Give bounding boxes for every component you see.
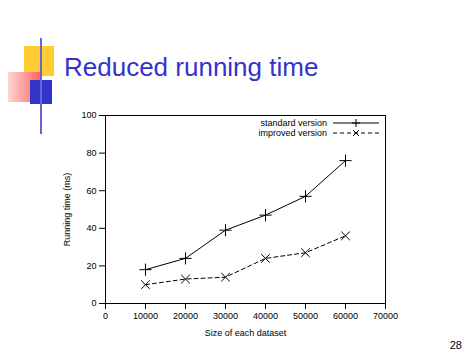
- svg-text:40000: 40000: [253, 311, 278, 321]
- svg-text:20000: 20000: [173, 311, 198, 321]
- svg-text:60000: 60000: [333, 311, 358, 321]
- svg-text:50000: 50000: [293, 311, 318, 321]
- svg-text:0: 0: [103, 311, 108, 321]
- svg-text:10000: 10000: [133, 311, 158, 321]
- html-text:standard version: standard version: [260, 118, 327, 128]
- svg-text:0: 0: [91, 298, 96, 308]
- svg-text:60: 60: [86, 186, 96, 196]
- svg-text:70000: 70000: [373, 311, 398, 321]
- svg-text:30000: 30000: [213, 311, 238, 321]
- svg-text:80: 80: [86, 148, 96, 158]
- html-text:28: 28: [449, 339, 462, 351]
- html-text:Reduced running time: Reduced running time: [64, 52, 319, 82]
- svg-text:100: 100: [81, 110, 96, 120]
- html-text:improved version: improved version: [258, 128, 327, 138]
- svg-text:Size of each dataset: Size of each dataset: [205, 328, 287, 338]
- svg-text:40: 40: [86, 223, 96, 233]
- svg-text:20: 20: [86, 261, 96, 271]
- svg-text:Running time (ms): Running time (ms): [62, 173, 72, 247]
